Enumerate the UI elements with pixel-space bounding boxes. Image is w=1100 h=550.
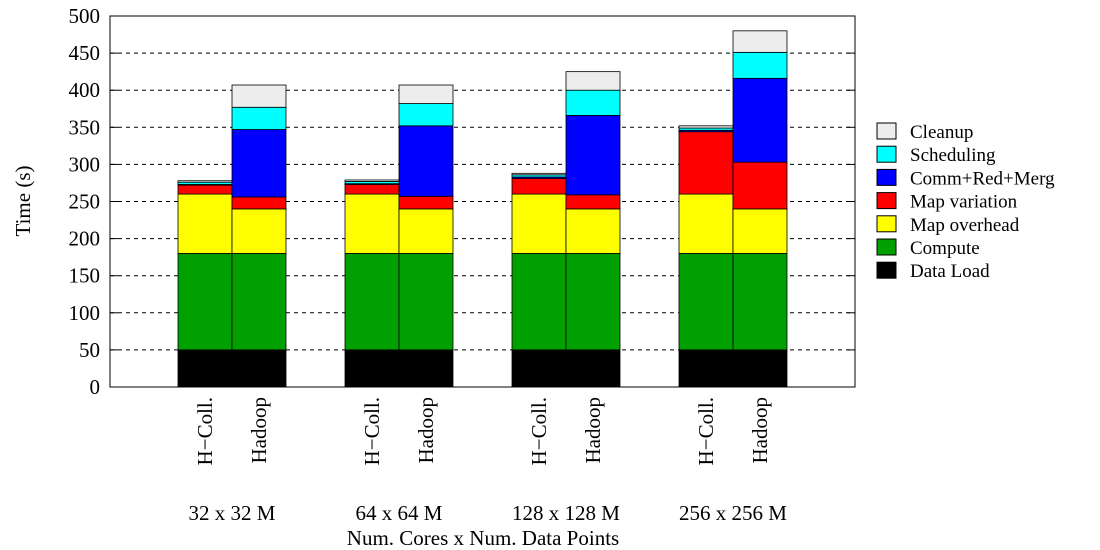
bar-label: H−Coll.	[193, 397, 217, 465]
bar-segment	[732, 349, 788, 388]
y-tick-label: 150	[69, 264, 101, 288]
y-tick-label: 0	[90, 375, 101, 399]
bar-segment	[565, 115, 621, 196]
bar-segment	[344, 184, 400, 195]
bar-segment	[565, 253, 621, 351]
bar-segment	[511, 178, 567, 195]
bar-segment	[678, 253, 734, 351]
y-tick-label: 500	[69, 4, 101, 28]
y-tick-label: 50	[79, 338, 100, 362]
y-tick-label: 400	[69, 78, 101, 102]
bar-segment	[398, 103, 454, 127]
bar-segment	[732, 208, 788, 254]
bar-label: Hadoop	[748, 397, 772, 464]
bar-segment	[177, 193, 233, 254]
bar-segment	[177, 253, 233, 351]
group-label: 128 x 128 M	[512, 501, 620, 525]
bar-segment	[678, 125, 734, 129]
bar-segment	[398, 208, 454, 254]
bar-segment	[565, 349, 621, 388]
bar-segment	[732, 30, 788, 53]
bar-segment	[231, 349, 287, 388]
y-tick-label: 450	[69, 41, 101, 65]
bar-label: Hadoop	[247, 397, 271, 464]
bar-segment	[565, 71, 621, 91]
bar-segment	[732, 253, 788, 351]
x-axis: H−Coll. Hadoop 32 x 32 M H−Coll. Hadoop 64 x …	[189, 397, 788, 525]
group-label: 256 x 256 M	[679, 501, 787, 525]
y-tick-label: 350	[69, 115, 101, 139]
bar-segment	[732, 161, 788, 210]
bar-label: H−Coll.	[527, 397, 551, 465]
bar-segment	[231, 208, 287, 254]
y-axis-label: Time (s)	[11, 166, 35, 237]
bar-segment	[398, 84, 454, 104]
legend-label: Cleanup	[910, 122, 973, 143]
bar-segment	[344, 179, 400, 182]
bars	[177, 30, 788, 388]
bar-segment	[231, 253, 287, 351]
legend-swatch	[876, 215, 897, 233]
legend-label: Map variation	[910, 192, 1018, 213]
bar-label: Hadoop	[414, 397, 438, 464]
bar-segment	[398, 349, 454, 388]
legend-label: Compute	[910, 238, 980, 259]
bar-segment	[678, 131, 734, 195]
bar-segment	[177, 184, 233, 195]
bar-segment	[231, 129, 287, 198]
bar-label: H−Coll.	[694, 397, 718, 465]
bar-segment	[177, 180, 233, 183]
bar-segment	[344, 349, 400, 388]
bar-segment	[565, 89, 621, 116]
y-tick-label: 200	[69, 227, 101, 251]
bar-segment	[678, 193, 734, 254]
bar-segment	[511, 172, 567, 176]
bar-segment	[344, 193, 400, 254]
legend-swatch	[876, 168, 897, 186]
y-tick-label: 250	[69, 190, 101, 214]
bar-segment	[565, 208, 621, 254]
group-label: 32 x 32 M	[189, 501, 276, 525]
bar-segment	[511, 193, 567, 254]
bar-segment	[231, 196, 287, 210]
bar-segment	[511, 253, 567, 351]
bar-segment	[231, 106, 287, 130]
legend-label: Data Load	[910, 261, 990, 282]
bar-segment	[565, 194, 621, 210]
legend-swatch	[876, 145, 897, 163]
y-tick-label: 300	[69, 152, 101, 176]
bar-segment	[177, 349, 233, 388]
y-axis: 0 50 100 150 200 250 300 350 400 450 500	[69, 4, 855, 399]
bar-segment	[398, 125, 454, 197]
legend-label: Map overhead	[910, 215, 1020, 236]
bar-segment	[344, 253, 400, 351]
bar-label: Hadoop	[581, 397, 605, 464]
bar-segment	[732, 51, 788, 79]
legend-swatch	[876, 261, 897, 279]
legend-label: Scheduling	[910, 145, 996, 166]
bar-segment	[732, 77, 788, 163]
bar-segment	[678, 349, 734, 388]
x-axis-label: Num. Cores x Num. Data Points	[347, 526, 619, 550]
bar-label: H−Coll.	[360, 397, 384, 465]
legend-label: Comm+Red+Merg	[910, 168, 1055, 189]
legend-swatch	[876, 192, 897, 210]
bar-segment	[511, 349, 567, 388]
y-tick-label: 100	[69, 301, 101, 325]
bar-segment	[231, 84, 287, 108]
bar-segment	[398, 253, 454, 351]
legend-swatch	[876, 238, 897, 256]
bar-segment	[398, 195, 454, 210]
legend-swatch	[876, 122, 897, 140]
group-label: 64 x 64 M	[356, 501, 443, 525]
